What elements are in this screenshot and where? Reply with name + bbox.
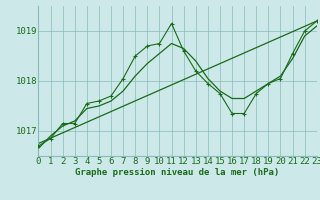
X-axis label: Graphe pression niveau de la mer (hPa): Graphe pression niveau de la mer (hPa) [76,168,280,177]
